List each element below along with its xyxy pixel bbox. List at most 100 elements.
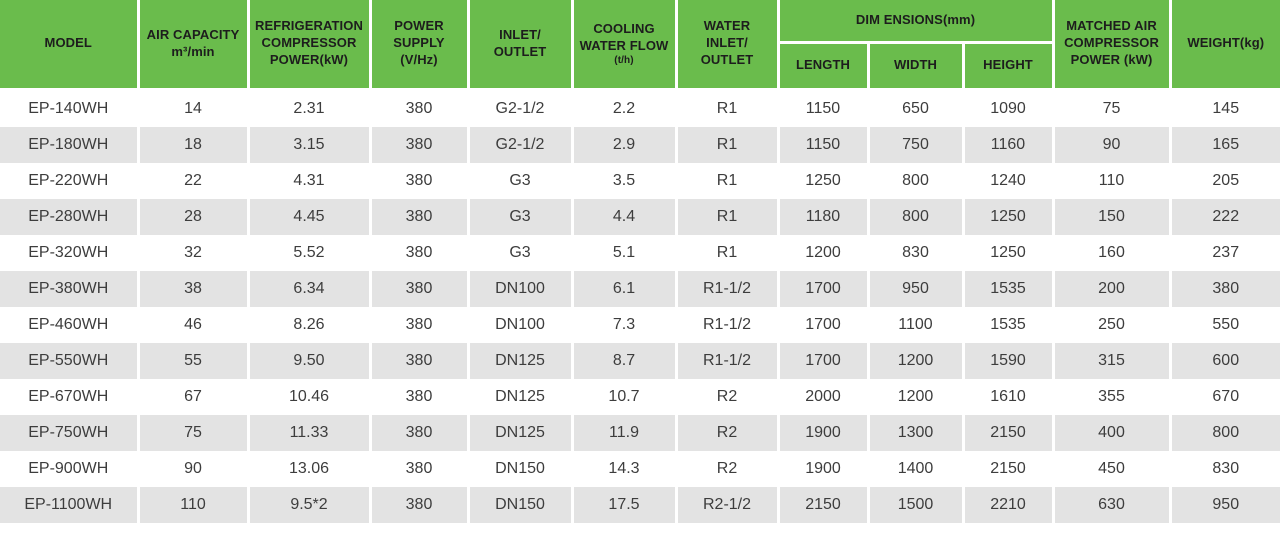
cell: 380 (368, 234, 470, 271)
cell: 38 (136, 270, 250, 307)
cell: 630 (1051, 486, 1172, 523)
table-row: EP-180WH 18 3.15 380 G2-1/2 2.9 R1 1150 750 1160 9… (0, 126, 1280, 163)
cell: EP-670WH (0, 378, 140, 415)
cell: 315 (1051, 342, 1172, 379)
cell: 8.7 (570, 342, 678, 379)
header-matched-air-power: MATCHED AIR COMPRESSOR POWER (kW) (1051, 0, 1172, 91)
cell: R1 (674, 198, 780, 235)
cell: 600 (1168, 342, 1280, 379)
cell: 205 (1168, 162, 1280, 199)
cell: 13.06 (246, 450, 372, 487)
cell: 1150 (776, 89, 870, 127)
cell: 1900 (776, 450, 870, 487)
cell: 800 (866, 162, 965, 199)
cell: 3.15 (246, 126, 372, 163)
cell: 6.1 (570, 270, 678, 307)
cell: 950 (866, 270, 965, 307)
spec-table: MODEL AIR CAPACITY m³/min REFRIGERATION … (0, 0, 1280, 523)
cell: EP-750WH (0, 414, 140, 451)
cell: 830 (866, 234, 965, 271)
header-inlet-outlet: INLET/ OUTLET (466, 0, 574, 91)
cell: R1 (674, 89, 780, 127)
cell: 1250 (961, 234, 1055, 271)
cell: 150 (1051, 198, 1172, 235)
cell: 2210 (961, 486, 1055, 523)
cell: 6.34 (246, 270, 372, 307)
cell: EP-280WH (0, 198, 140, 235)
cell: 90 (1051, 126, 1172, 163)
cell: 1200 (866, 378, 965, 415)
cell: EP-320WH (0, 234, 140, 271)
table-row: EP-460WH 46 8.26 380 DN100 7.3 R1-1/2 1700 1100 1… (0, 306, 1280, 343)
cell: 11.33 (246, 414, 372, 451)
table-row: EP-220WH 22 4.31 380 G3 3.5 R1 1250 800 1240 110 20… (0, 162, 1280, 199)
cell: 380 (368, 342, 470, 379)
cell: 11.9 (570, 414, 678, 451)
table-row: EP-320WH 32 5.52 380 G3 5.1 R1 1200 830 1250 160 23… (0, 234, 1280, 271)
cell: DN100 (466, 270, 574, 307)
cell: 380 (368, 450, 470, 487)
cell: 380 (368, 414, 470, 451)
cell: 250 (1051, 306, 1172, 343)
cell: 1300 (866, 414, 965, 451)
cell: EP-380WH (0, 270, 140, 307)
cell: 1100 (866, 306, 965, 343)
cell: 355 (1051, 378, 1172, 415)
cell: 380 (368, 306, 470, 343)
cell: 32 (136, 234, 250, 271)
cell: 4.45 (246, 198, 372, 235)
cell: 380 (368, 162, 470, 199)
cell: 2150 (961, 414, 1055, 451)
cell: EP-550WH (0, 342, 140, 379)
cell: EP-180WH (0, 126, 140, 163)
table-body: EP-140WH 14 2.31 380 G2-1/2 2.2 R1 1150 650 1090 7… (0, 89, 1280, 523)
cell: 110 (136, 486, 250, 523)
cell: 14.3 (570, 450, 678, 487)
cell: 670 (1168, 378, 1280, 415)
cell: 17.5 (570, 486, 678, 523)
cell: EP-220WH (0, 162, 140, 199)
cell: 1700 (776, 306, 870, 343)
cell: 380 (368, 486, 470, 523)
header-length: LENGTH (778, 40, 870, 91)
cell: G3 (466, 234, 574, 271)
cooling-water-flow-unit: (t/h) (614, 54, 634, 66)
cell: R1 (674, 162, 780, 199)
cell: 1180 (776, 198, 870, 235)
cell: 800 (866, 198, 965, 235)
cell: DN125 (466, 378, 574, 415)
cell: 3.5 (570, 162, 678, 199)
cell: 5.52 (246, 234, 372, 271)
header-width: WIDTH (866, 40, 965, 91)
cell: 10.46 (246, 378, 372, 415)
cell: R1-1/2 (674, 270, 780, 307)
cell: 200 (1051, 270, 1172, 307)
cell: 830 (1168, 450, 1280, 487)
cell: 1900 (776, 414, 870, 451)
cell: 2150 (776, 486, 870, 523)
cell: 1700 (776, 342, 870, 379)
cell: 1400 (866, 450, 965, 487)
cell: 750 (866, 126, 965, 163)
cell: EP-1100WH (0, 486, 140, 523)
table-row: EP-900WH 90 13.06 380 DN150 14.3 R2 1900 1400 215… (0, 450, 1280, 487)
cell: R2 (674, 414, 780, 451)
cell: 145 (1168, 89, 1280, 127)
cell: R1-1/2 (674, 306, 780, 343)
header-dimensions: DIM ENSIONS(mm) (776, 0, 1055, 44)
cell: 1500 (866, 486, 965, 523)
cell: 2150 (961, 450, 1055, 487)
cell: 10.7 (570, 378, 678, 415)
cell: 380 (368, 89, 470, 127)
cell: 650 (866, 89, 965, 127)
cell: R1 (674, 234, 780, 271)
cell: 1250 (776, 162, 870, 199)
cell: DN150 (466, 450, 574, 487)
cell: 1700 (776, 270, 870, 307)
cell: R2 (674, 378, 780, 415)
cell: DN125 (466, 342, 574, 379)
cell: 1535 (961, 270, 1055, 307)
cell: 4.4 (570, 198, 678, 235)
cell: 55 (136, 342, 250, 379)
cell: G3 (466, 198, 574, 235)
